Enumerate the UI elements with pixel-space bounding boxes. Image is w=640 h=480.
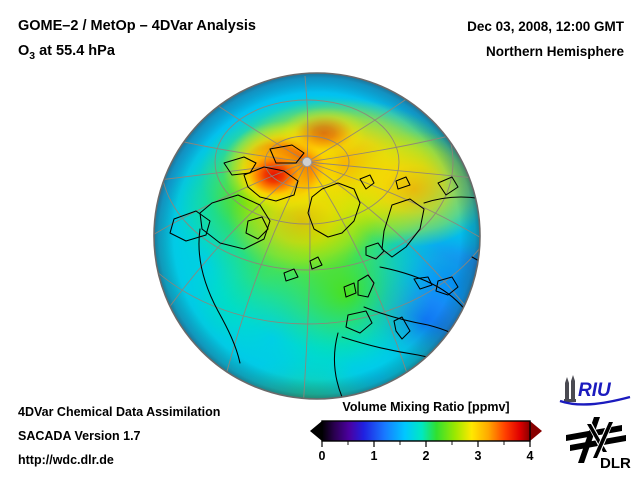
orthographic-projection	[153, 72, 481, 400]
dlr-mark-icon	[566, 417, 626, 463]
colorbar-minor-ticks	[347, 441, 505, 445]
colorbar-tick-label: 4	[526, 449, 534, 463]
riu-logo: RIU	[559, 375, 631, 406]
parallel-20	[154, 73, 480, 325]
attribution-line-2: SACADA Version 1.7	[18, 429, 141, 443]
title-line-1: GOME–2 / MetOp – 4DVar Analysis	[18, 18, 256, 34]
timestamp-label: Dec 03, 2008, 12:00 GMT	[467, 19, 624, 34]
region-label: Northern Hemisphere	[485, 44, 624, 59]
pressure-level-label: at 55.4 hPa	[35, 43, 115, 59]
attribution-url: http://wdc.dlr.de	[18, 453, 114, 467]
parallel-80	[264, 135, 350, 189]
riu-wave-icon	[559, 395, 631, 406]
ozone-field	[154, 73, 480, 399]
header-meta: Dec 03, 2008, 12:00 GMT Northern Hemisph…	[467, 14, 624, 64]
colorbar-tick-label: 1	[370, 449, 378, 463]
title-line-2: O3 at 55.4 hPa	[18, 39, 256, 69]
globe-limb	[153, 72, 481, 400]
colorbar-tick-label: 2	[422, 449, 430, 463]
graticule	[154, 73, 480, 399]
colorbar-ticks	[321, 441, 531, 447]
colorbar-tick-labels: 0 1 2 3 4	[310, 449, 542, 467]
north-pole-marker	[301, 156, 313, 168]
dlr-wordmark: DLR	[600, 455, 631, 471]
colorbar-title: Volume Mixing Ratio [ppmv]	[342, 400, 510, 414]
colorbar-tick-label: 3	[474, 449, 482, 463]
attribution-line-1: 4DVar Chemical Data Assimilation	[18, 405, 221, 419]
meridians	[154, 75, 480, 399]
colorbar-tick-label: 0	[318, 449, 326, 463]
cathedral-spires-icon	[564, 375, 576, 402]
attribution-block: 4DVar Chemical Data Assimilation SACADA …	[18, 400, 220, 472]
colorbar-extend-low	[310, 421, 322, 441]
species-subscript: 3	[29, 50, 36, 62]
colorbar-extend-high	[530, 421, 542, 441]
globe-map	[152, 71, 482, 401]
colorbar: Volume Mixing Ratio [ppmv]	[310, 400, 542, 467]
riu-wordmark: RIU	[578, 380, 612, 401]
page-title: GOME–2 / MetOp – 4DVar Analysis O3 at 55…	[18, 14, 256, 69]
dlr-logo: DLR	[566, 417, 631, 471]
species-label: O	[18, 43, 30, 59]
colorbar-scale	[310, 420, 542, 447]
